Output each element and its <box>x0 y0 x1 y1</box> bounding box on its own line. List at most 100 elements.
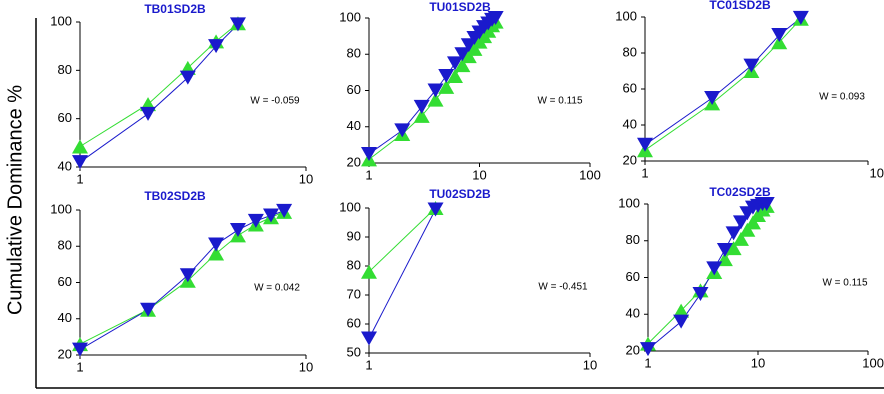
x-tick-label: 10 <box>583 357 597 372</box>
y-tick-label: 60 <box>58 274 72 289</box>
marker <box>792 10 809 25</box>
marker <box>140 302 157 317</box>
series-line <box>368 207 436 273</box>
x-tick-label: 10 <box>472 167 486 182</box>
marker <box>706 261 723 276</box>
x-tick-label: 100 <box>579 167 601 182</box>
marker <box>487 11 504 25</box>
y-tick-label: 20 <box>626 342 640 357</box>
y-tick-label: 40 <box>626 306 640 321</box>
marker <box>744 215 761 230</box>
panel-title: TB02SD2B <box>144 189 206 203</box>
y-tick-label: 70 <box>347 286 361 301</box>
panel-title: TC02SD2B <box>709 185 771 199</box>
y-axis-label: Cumulative Dominance % <box>4 85 26 315</box>
marker <box>704 91 721 105</box>
marker <box>361 146 377 161</box>
y-tick-label: 80 <box>58 62 72 77</box>
marker <box>72 342 88 357</box>
x-tick-label: 10 <box>870 165 884 180</box>
marker <box>179 268 196 283</box>
series-line <box>79 211 285 345</box>
marker <box>743 58 760 73</box>
y-tick-label: 60 <box>347 315 361 330</box>
marker <box>454 58 471 73</box>
marker <box>640 342 656 357</box>
marker <box>208 237 225 252</box>
x-tick-label: 1 <box>641 165 648 180</box>
panel-title: TB01SD2B <box>144 2 206 16</box>
x-tick-label: 100 <box>862 355 884 370</box>
x-tick-label: 1 <box>365 357 372 372</box>
marker <box>725 226 742 241</box>
panel-title: TU02SD2B <box>429 187 491 201</box>
marker <box>413 108 430 123</box>
y-tick-label: 100 <box>339 9 361 24</box>
annotation: W = 0.042 <box>254 283 300 294</box>
marker <box>413 99 430 114</box>
marker <box>771 35 788 50</box>
marker <box>716 242 733 257</box>
marker <box>466 41 483 56</box>
y-tick-label: 20 <box>347 154 361 169</box>
y-tick-label: 100 <box>615 8 637 23</box>
annotation: W = 0.115 <box>822 278 868 289</box>
y-tick-label: 100 <box>618 195 640 210</box>
marker <box>725 241 742 256</box>
annotation: W = 0.093 <box>819 92 865 103</box>
marker <box>427 92 444 107</box>
marker <box>460 49 477 64</box>
marker <box>446 56 463 71</box>
x-tick-label: 1 <box>365 167 372 182</box>
marker <box>692 287 709 302</box>
x-tick-label: 10 <box>751 355 765 370</box>
marker <box>446 69 463 83</box>
panel-title: TU01SD2B <box>429 0 491 14</box>
panel-title: TC01SD2B <box>709 0 771 12</box>
y-tick-label: 60 <box>347 82 361 97</box>
y-tick-label: 40 <box>623 116 637 131</box>
x-tick-label: 1 <box>76 359 83 374</box>
annotation: W = -0.451 <box>538 282 588 293</box>
annotation: W = -0.059 <box>250 96 300 107</box>
marker <box>361 331 377 346</box>
marker <box>673 303 690 318</box>
marker <box>208 39 225 54</box>
y-tick-label: 40 <box>347 118 361 133</box>
y-tick-label: 100 <box>339 199 361 214</box>
marker <box>179 70 196 85</box>
marker <box>262 208 279 223</box>
marker <box>454 47 471 62</box>
marker <box>276 203 293 218</box>
y-tick-label: 40 <box>58 158 72 173</box>
y-tick-label: 40 <box>58 310 72 325</box>
y-tick-label: 100 <box>50 201 72 216</box>
marker <box>771 28 788 42</box>
y-tick-label: 80 <box>347 257 361 272</box>
y-tick-label: 80 <box>623 44 637 59</box>
marker <box>739 222 756 237</box>
y-tick-label: 60 <box>626 269 640 284</box>
marker <box>229 222 246 237</box>
y-tick-label: 60 <box>623 80 637 95</box>
x-tick-label: 1 <box>644 355 651 370</box>
marker <box>361 264 377 279</box>
y-tick-label: 20 <box>58 346 72 361</box>
marker <box>140 106 157 121</box>
series-line <box>368 209 436 339</box>
marker <box>732 231 749 246</box>
y-tick-label: 60 <box>58 110 72 125</box>
x-tick-label: 1 <box>76 171 83 186</box>
x-tick-label: 10 <box>299 359 313 374</box>
y-tick-label: 50 <box>347 344 361 359</box>
marker <box>72 155 88 170</box>
marker <box>673 314 690 329</box>
marker <box>247 213 264 228</box>
y-tick-label: 90 <box>347 228 361 243</box>
marker <box>438 69 455 83</box>
marker <box>427 202 444 217</box>
marker <box>394 123 411 138</box>
annotation: W = 0.115 <box>537 96 583 107</box>
marker <box>208 246 225 261</box>
